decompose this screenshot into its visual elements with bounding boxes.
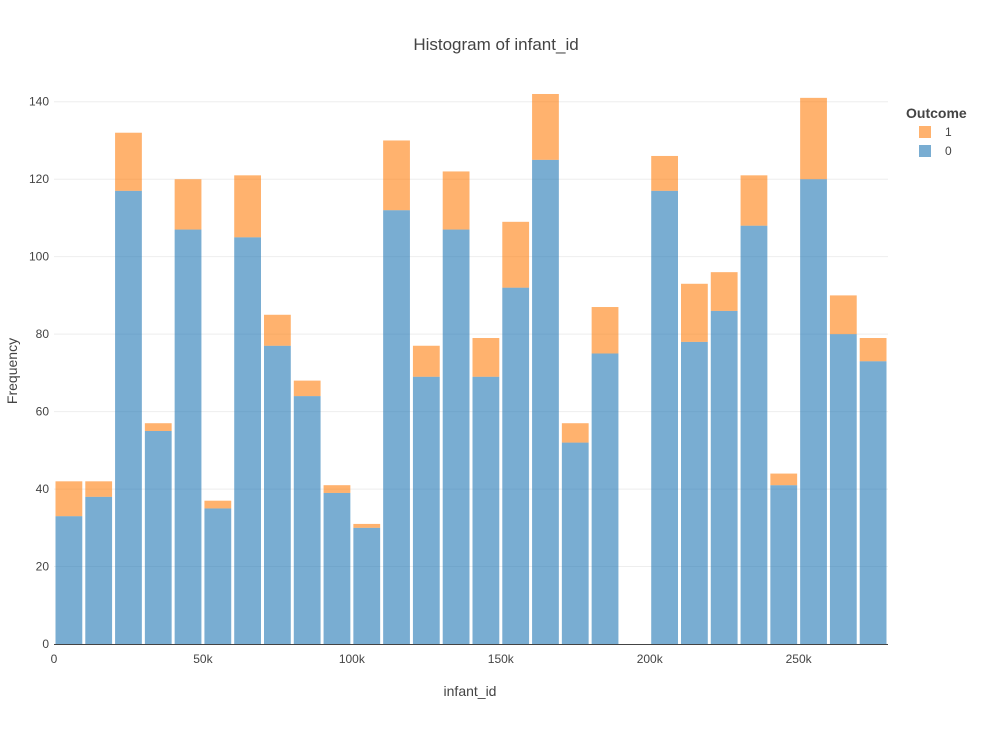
bar-outcome-0 bbox=[293, 396, 321, 644]
bar-outcome-1 bbox=[204, 500, 232, 509]
bar-outcome-0 bbox=[591, 353, 619, 644]
y-axis-title: Frequency bbox=[4, 338, 20, 404]
bar-outcome-1 bbox=[651, 155, 678, 191]
bar-outcome-0 bbox=[561, 442, 589, 644]
bar-outcome-1 bbox=[561, 423, 589, 443]
bar-outcome-0 bbox=[204, 508, 232, 644]
bar-outcome-0 bbox=[800, 179, 827, 644]
x-tick-label: 250k bbox=[786, 652, 813, 666]
bar-outcome-0 bbox=[144, 430, 172, 644]
x-tick-label: 0 bbox=[51, 652, 58, 666]
bar-outcome-1 bbox=[85, 481, 113, 497]
y-tick-label: 100 bbox=[29, 250, 49, 264]
bar-outcome-1 bbox=[264, 314, 291, 346]
bars bbox=[55, 93, 887, 645]
bar-outcome-1 bbox=[472, 338, 500, 377]
bar-outcome-1 bbox=[859, 338, 887, 362]
bar-outcome-0 bbox=[710, 310, 738, 644]
y-tick-label: 120 bbox=[29, 172, 49, 186]
bar-outcome-0 bbox=[651, 190, 678, 644]
tick-labels: 0 50k 100k 150k 200k 250k 0 20 40 60 80 100 120 140 bbox=[29, 95, 813, 666]
bar-outcome-1 bbox=[293, 380, 321, 397]
legend-label-1[interactable]: 1 bbox=[945, 125, 952, 139]
legend: Outcome 10 bbox=[906, 105, 967, 158]
legend-label-0[interactable]: 0 bbox=[945, 144, 952, 158]
legend-swatch-1[interactable] bbox=[919, 126, 931, 138]
bar-outcome-1 bbox=[323, 485, 351, 493]
y-tick-label: 140 bbox=[29, 95, 49, 109]
bar-outcome-1 bbox=[234, 175, 261, 238]
bar-outcome-1 bbox=[829, 295, 857, 335]
bar-outcome-0 bbox=[115, 190, 142, 644]
bar-outcome-0 bbox=[353, 527, 381, 644]
bar-outcome-0 bbox=[383, 210, 410, 644]
y-tick-label: 60 bbox=[36, 405, 50, 419]
bar-outcome-0 bbox=[532, 159, 559, 644]
legend-title: Outcome bbox=[906, 105, 967, 121]
bar-outcome-0 bbox=[472, 376, 500, 644]
bar-outcome-0 bbox=[412, 376, 440, 644]
bar-outcome-1 bbox=[144, 423, 172, 431]
bar-outcome-1 bbox=[55, 481, 83, 517]
bar-outcome-0 bbox=[740, 225, 768, 644]
bar-outcome-0 bbox=[55, 516, 83, 644]
bar-outcome-0 bbox=[770, 485, 798, 644]
bar-outcome-0 bbox=[859, 361, 887, 644]
x-axis-title: infant_id bbox=[444, 683, 497, 699]
y-tick-label: 0 bbox=[42, 637, 49, 651]
bar-outcome-1 bbox=[442, 171, 470, 230]
y-tick-label: 40 bbox=[36, 482, 50, 496]
bar-outcome-1 bbox=[353, 523, 381, 528]
bar-outcome-1 bbox=[383, 140, 410, 211]
bar-outcome-1 bbox=[591, 307, 619, 354]
bar-outcome-1 bbox=[800, 97, 827, 180]
x-tick-label: 50k bbox=[193, 652, 213, 666]
chart-title: Histogram of infant_id bbox=[413, 35, 578, 54]
bar-outcome-0 bbox=[502, 287, 530, 644]
x-tick-label: 100k bbox=[339, 652, 366, 666]
bar-outcome-0 bbox=[681, 341, 708, 644]
bar-outcome-0 bbox=[829, 334, 857, 644]
bar-outcome-1 bbox=[412, 345, 440, 377]
legend-items: 10 bbox=[919, 125, 952, 158]
x-tick-label: 150k bbox=[488, 652, 515, 666]
bar-outcome-1 bbox=[115, 132, 142, 191]
bar-outcome-1 bbox=[710, 272, 738, 311]
bar-outcome-0 bbox=[85, 496, 113, 644]
bar-outcome-1 bbox=[174, 179, 202, 230]
bar-outcome-0 bbox=[234, 237, 261, 645]
x-tick-label: 200k bbox=[637, 652, 664, 666]
y-tick-label: 20 bbox=[36, 560, 50, 574]
bar-outcome-1 bbox=[681, 283, 708, 342]
bar-outcome-1 bbox=[502, 221, 530, 288]
bar-outcome-0 bbox=[442, 229, 470, 645]
bar-outcome-0 bbox=[323, 492, 351, 644]
bar-outcome-1 bbox=[532, 93, 559, 160]
legend-swatch-0[interactable] bbox=[919, 145, 931, 157]
bar-outcome-0 bbox=[174, 229, 202, 645]
bar-outcome-1 bbox=[770, 473, 798, 486]
bar-outcome-1 bbox=[740, 175, 768, 226]
y-tick-label: 80 bbox=[36, 327, 50, 341]
bar-outcome-0 bbox=[264, 345, 291, 644]
